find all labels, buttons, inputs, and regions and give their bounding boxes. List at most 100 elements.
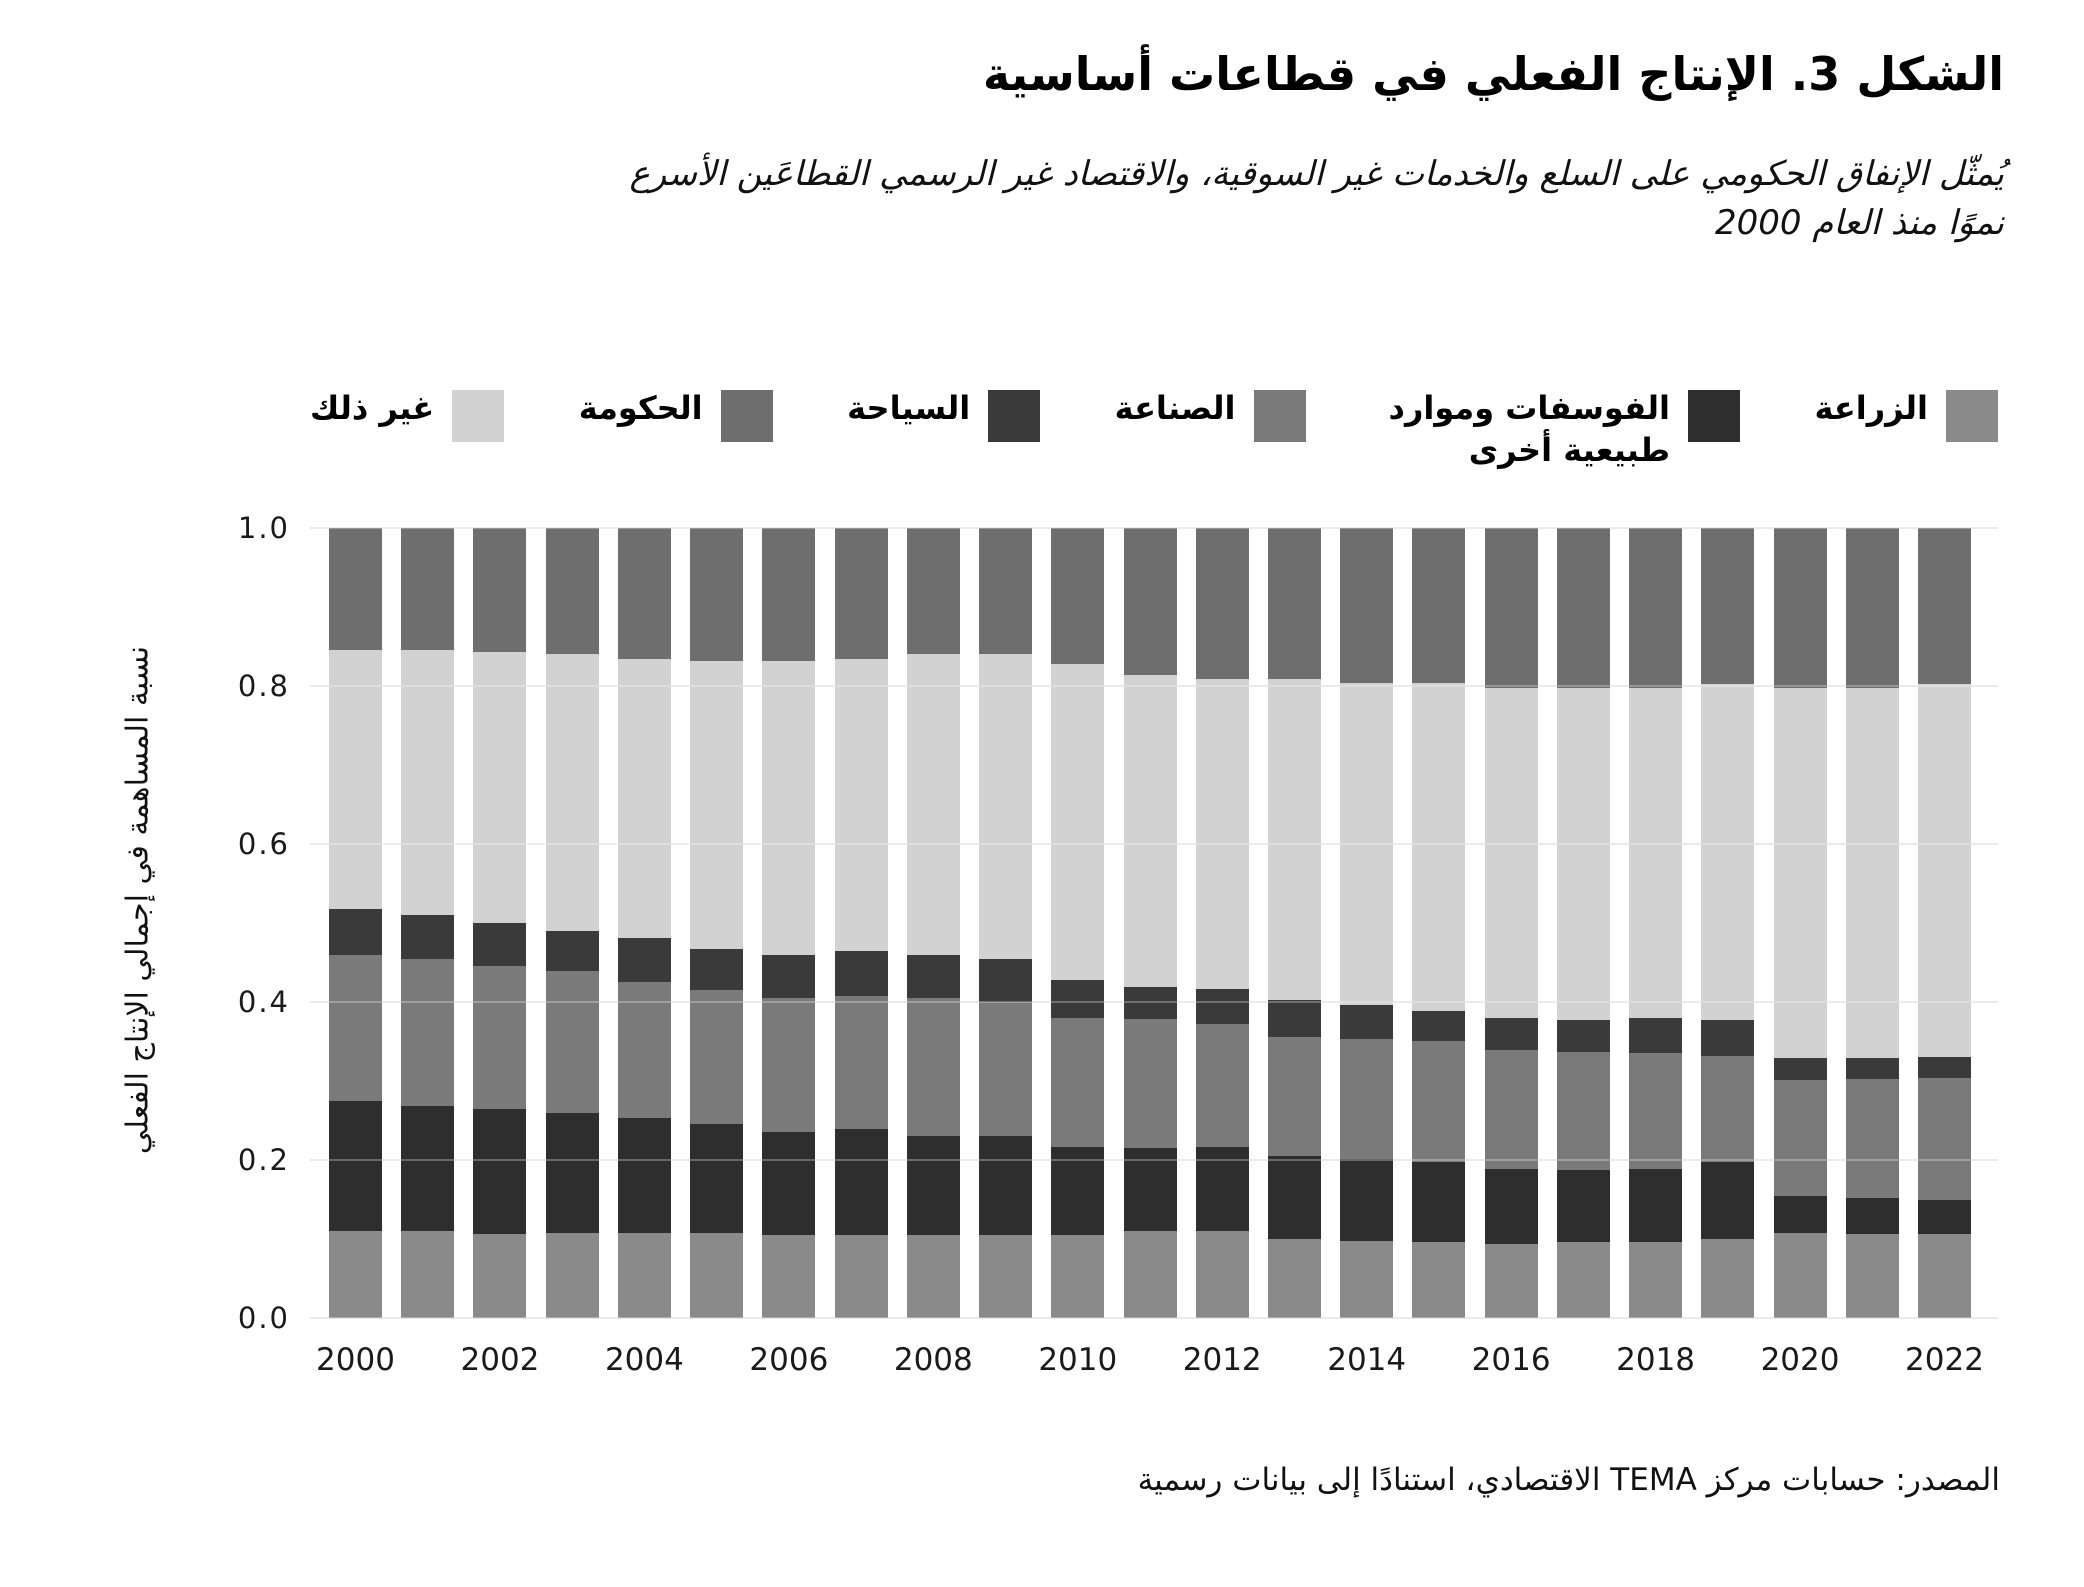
segment-tourism-2009	[979, 958, 1033, 1003]
segment-agriculture-2005	[690, 1233, 744, 1318]
x-tick-label-2002: 2002	[460, 1342, 540, 1378]
bar-2001	[401, 528, 455, 1318]
legend-item-tourism: السياحة	[847, 388, 1041, 442]
segment-government-2002	[473, 528, 527, 653]
segment-industry-2007	[834, 995, 888, 1130]
segment-other-2008	[906, 654, 960, 955]
segment-phosphates-2004	[617, 1118, 671, 1234]
bar-2015	[1412, 528, 1466, 1318]
y-tick-label-0.8: 0.8	[237, 669, 290, 703]
segment-agriculture-2015	[1412, 1242, 1466, 1318]
bar-2020	[1773, 528, 1827, 1318]
segment-agriculture-2010	[1051, 1235, 1105, 1318]
segment-industry-2006	[762, 998, 816, 1133]
segment-industry-2017	[1556, 1051, 1610, 1171]
segment-tourism-2006	[762, 954, 816, 999]
segment-other-2022	[1918, 683, 1971, 1057]
segment-industry-2011	[1123, 1019, 1177, 1149]
segment-other-2009	[979, 654, 1033, 959]
segment-tourism-2013	[1267, 999, 1321, 1037]
segment-government-2015	[1412, 528, 1466, 683]
segment-other-2012	[1195, 678, 1249, 990]
segment-government-2010	[1051, 528, 1105, 664]
segment-government-2004	[617, 528, 671, 660]
segment-government-2019	[1701, 528, 1755, 684]
segment-industry-2010	[1051, 1017, 1105, 1147]
segment-agriculture-2022	[1918, 1234, 1971, 1318]
segment-tourism-2016	[1484, 1017, 1538, 1051]
bar-2005	[690, 528, 744, 1318]
segment-tourism-2022	[1918, 1056, 1971, 1078]
segment-phosphates-2000	[329, 1100, 382, 1232]
segment-agriculture-2014	[1340, 1240, 1394, 1318]
segment-agriculture-2019	[1701, 1239, 1755, 1318]
segment-tourism-2004	[617, 938, 671, 982]
x-tick-label-2016: 2016	[1471, 1342, 1551, 1378]
segment-industry-2008	[906, 998, 960, 1137]
segment-government-2014	[1340, 528, 1394, 683]
figure-subtitle: يُمثّل الإنفاق الحكومي على السلع والخدما…	[629, 154, 2004, 244]
segment-phosphates-2003	[545, 1113, 599, 1234]
segment-government-2007	[834, 528, 888, 660]
segment-government-2017	[1556, 528, 1610, 688]
segment-other-2017	[1556, 687, 1610, 1021]
segment-other-2013	[1267, 678, 1321, 1000]
source-note: المصدر: حسابات مركز TEMA الاقتصادي، استن…	[1137, 1462, 2000, 1498]
segment-tourism-2014	[1340, 1005, 1394, 1040]
segment-phosphates-2014	[1340, 1159, 1394, 1241]
bar-2016	[1484, 528, 1538, 1318]
segment-other-2000	[329, 650, 382, 909]
segment-agriculture-2018	[1629, 1242, 1683, 1318]
segment-tourism-2010	[1051, 979, 1105, 1018]
segment-phosphates-2010	[1051, 1146, 1105, 1236]
segment-phosphates-2021	[1845, 1197, 1899, 1235]
segment-industry-2020	[1773, 1080, 1827, 1197]
x-tick-label-2020: 2020	[1760, 1342, 1840, 1378]
x-tick-label-2006: 2006	[749, 1342, 829, 1378]
segment-tourism-2018	[1629, 1017, 1683, 1054]
legend-item-other: غير ذلك	[310, 388, 505, 442]
gridline-0.0	[310, 1317, 1998, 1319]
legend-swatch-government	[720, 390, 773, 442]
segment-other-2021	[1845, 688, 1899, 1059]
segment-phosphates-2016	[1484, 1168, 1538, 1244]
y-tick-label-0.4: 0.4	[237, 985, 290, 1019]
legend-label-agriculture: الزراعة	[1814, 389, 1928, 427]
gridline-1.0	[310, 527, 1998, 529]
segment-agriculture-2000	[329, 1231, 382, 1318]
x-tick-label-2012: 2012	[1182, 1342, 1262, 1378]
bar-2018	[1629, 528, 1683, 1318]
legend-label-tourism: السياحة	[847, 389, 971, 427]
legend-swatch-agriculture	[1946, 390, 1998, 442]
bar-2003	[545, 528, 599, 1318]
segment-industry-2003	[545, 971, 599, 1114]
segment-tourism-2011	[1123, 987, 1177, 1020]
segment-agriculture-2011	[1123, 1231, 1177, 1318]
segment-phosphates-2022	[1918, 1199, 1971, 1235]
y-tick-label-0.0: 0.0	[237, 1301, 290, 1335]
segment-industry-2005	[690, 990, 744, 1124]
segment-agriculture-2017	[1556, 1242, 1610, 1318]
segment-government-2012	[1195, 528, 1249, 679]
segment-tourism-2005	[690, 949, 744, 991]
segment-government-2020	[1773, 528, 1827, 689]
segment-government-2021	[1845, 528, 1899, 689]
legend-swatch-other	[452, 390, 505, 442]
segment-agriculture-2009	[979, 1235, 1033, 1318]
legend-swatch-tourism	[988, 390, 1041, 442]
segment-government-2008	[906, 528, 960, 655]
segment-tourism-2007	[834, 951, 888, 996]
legend-label-other: غير ذلك	[310, 389, 435, 427]
bar-2008	[906, 528, 960, 1318]
gridline-overlay-0.0	[310, 1317, 1998, 1319]
figure-title: الشكل 3. الإنتاج الفعلي في قطاعات أساسية	[982, 47, 2004, 101]
segment-phosphates-2017	[1556, 1170, 1610, 1243]
segment-tourism-2020	[1773, 1058, 1827, 1081]
segment-other-2006	[762, 660, 816, 955]
segment-other-2005	[690, 660, 744, 950]
bar-2022	[1918, 528, 1971, 1318]
segment-industry-2001	[401, 959, 455, 1107]
segment-tourism-2017	[1556, 1020, 1610, 1052]
segment-industry-2002	[473, 966, 527, 1110]
segment-other-2001	[401, 650, 455, 916]
